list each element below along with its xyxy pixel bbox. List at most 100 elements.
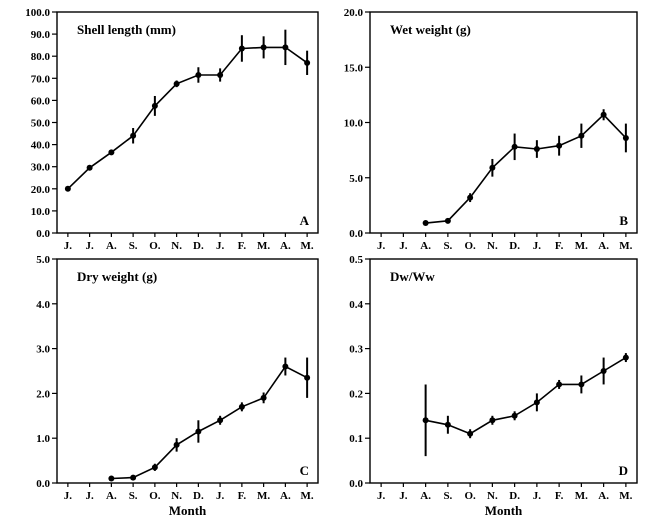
panel-b-data-point bbox=[467, 194, 474, 201]
panel-a-x-tick-label: F. bbox=[238, 240, 247, 252]
panel-d-y-tick-label: 0.5 bbox=[349, 254, 363, 266]
panel-c-data-point bbox=[195, 428, 202, 435]
panel-d-x-tick-label: J. bbox=[377, 490, 386, 502]
panel-b-x-tick-label: J. bbox=[533, 240, 542, 252]
panel-a-data-point bbox=[260, 44, 267, 51]
panel-b-data-point bbox=[489, 164, 496, 171]
panel-a-y-tick-label: 10.0 bbox=[31, 206, 51, 218]
panel-c-data-point bbox=[151, 464, 158, 471]
panel-a-y-tick-label: 60.0 bbox=[31, 95, 51, 107]
panel-d-series-line bbox=[425, 356, 627, 435]
panel-c-letter: C bbox=[300, 463, 309, 478]
panel-a-y-tick-label: 30.0 bbox=[31, 162, 51, 174]
panel-a-x-tick-label: J. bbox=[64, 240, 73, 252]
panel-d-x-tick-label: M. bbox=[619, 490, 632, 502]
panel-c-y-tick-label: 2.0 bbox=[36, 388, 50, 400]
panel-b-x-tick-label: A. bbox=[598, 240, 609, 252]
panel-b-data-point bbox=[578, 132, 585, 139]
panel-d-x-tick-label: F. bbox=[555, 490, 564, 502]
panel-b-data-point bbox=[600, 111, 607, 118]
panel-d-data-point bbox=[578, 381, 585, 388]
panel-b-series-line bbox=[425, 113, 627, 224]
panel-d-x-tick-label: S. bbox=[443, 490, 452, 502]
panel-d-data-point bbox=[444, 421, 451, 428]
panel-c-y-tick-label: 5.0 bbox=[36, 254, 50, 266]
panel-b-y-tick-label: 20.0 bbox=[344, 7, 364, 19]
panel-a-data-point bbox=[238, 45, 245, 52]
panel-c-y-tick-label: 4.0 bbox=[36, 299, 50, 311]
panel-d-letter: D bbox=[619, 463, 628, 478]
panel-c-y-tick-label: 3.0 bbox=[36, 344, 50, 356]
panel-d-title: Dw/Ww bbox=[390, 269, 435, 284]
panel-b-frame bbox=[369, 11, 638, 234]
panel-a-data-point bbox=[304, 59, 311, 66]
panel-d-frame bbox=[369, 258, 638, 484]
panel-b-title: Wet weight (g) bbox=[390, 22, 471, 37]
panel-d-data-point bbox=[511, 412, 518, 419]
panel-c-x-tick-label: D. bbox=[193, 490, 204, 502]
panel-c-x-tick-label: J. bbox=[86, 490, 95, 502]
panel-d-x-tick-label: A. bbox=[598, 490, 609, 502]
panel-c-x-tick-label: A. bbox=[106, 490, 117, 502]
panel-a-data-point bbox=[130, 132, 137, 139]
panel-c-series-line bbox=[111, 365, 308, 480]
panel-c-x-axis-label: Month bbox=[169, 503, 207, 518]
panel-b-x-tick-label: S. bbox=[443, 240, 452, 252]
panel-b-y-tick-label: 5.0 bbox=[349, 173, 363, 185]
panel-a-x-tick-label: M. bbox=[257, 240, 270, 252]
panel-b-x-tick-label: O. bbox=[464, 240, 476, 252]
panel-d-x-tick-label: O. bbox=[464, 490, 476, 502]
panel-c-data-point bbox=[173, 441, 180, 448]
panel-b-y-tick-label: 0.0 bbox=[349, 228, 363, 240]
panel-c-x-tick-label: N. bbox=[171, 490, 182, 502]
panel-a-x-tick-label: A. bbox=[280, 240, 291, 252]
panel-b-data-point bbox=[444, 217, 451, 224]
panel-a-x-tick-label: J. bbox=[86, 240, 95, 252]
panel-b-data-point bbox=[511, 143, 518, 150]
panel-b-x-tick-label: F. bbox=[555, 240, 564, 252]
panel-b-y-tick-label: 15.0 bbox=[344, 62, 364, 74]
panel-a-data-point bbox=[64, 185, 71, 192]
panel-c-data-point bbox=[238, 403, 245, 410]
panel-d-x-tick-label: J. bbox=[533, 490, 542, 502]
panel-a-y-tick-label: 100.0 bbox=[25, 7, 50, 19]
panel-d-x-axis-label: Month bbox=[485, 503, 523, 518]
panel-c-x-tick-label: S. bbox=[129, 490, 138, 502]
panel-c-data-point bbox=[217, 417, 224, 424]
panel-a-data-point bbox=[173, 80, 180, 87]
panel-b-x-tick-label: A. bbox=[420, 240, 431, 252]
panel-c-x-tick-label: M. bbox=[257, 490, 270, 502]
panel-b-x-tick-label: J. bbox=[377, 240, 386, 252]
panel-a-data-point bbox=[195, 71, 202, 78]
panel-c-y-tick-label: 0.0 bbox=[36, 478, 50, 490]
panel-b-x-tick-label: D. bbox=[509, 240, 520, 252]
panel-c-frame bbox=[56, 258, 319, 484]
panel-a-y-tick-label: 90.0 bbox=[31, 29, 51, 41]
panel-c-x-tick-label: J. bbox=[216, 490, 225, 502]
panel-a-data-point bbox=[282, 44, 289, 51]
panel-c-data-point bbox=[108, 475, 115, 482]
panel-b-x-tick-label: J. bbox=[399, 240, 408, 252]
panel-d-data-point bbox=[467, 430, 474, 437]
panel-a-x-tick-label: M. bbox=[301, 240, 314, 252]
panel-d-y-tick-label: 0.3 bbox=[349, 344, 363, 356]
panel-c-y-tick-label: 1.0 bbox=[36, 433, 50, 445]
panel-b-data-point bbox=[533, 146, 540, 153]
panel-a-data-point bbox=[86, 164, 93, 171]
panel-a-data-point bbox=[151, 102, 158, 109]
panel-c-data-point bbox=[260, 394, 267, 401]
panel-d-data-point bbox=[422, 417, 429, 424]
panel-a-y-tick-label: 40.0 bbox=[31, 140, 51, 152]
panel-b-data-point bbox=[422, 220, 429, 227]
panel-d-x-tick-label: M. bbox=[575, 490, 588, 502]
panel-a-data-point bbox=[217, 71, 224, 78]
panel-b-x-tick-label: M. bbox=[619, 240, 632, 252]
panel-a-y-tick-label: 70.0 bbox=[31, 73, 51, 85]
panel-b-data-point bbox=[556, 142, 563, 149]
panel-d-y-tick-label: 0.0 bbox=[349, 478, 363, 490]
panel-a-frame bbox=[56, 11, 319, 234]
panel-a-y-tick-label: 50.0 bbox=[31, 118, 51, 130]
panel-a-x-tick-label: O. bbox=[149, 240, 161, 252]
